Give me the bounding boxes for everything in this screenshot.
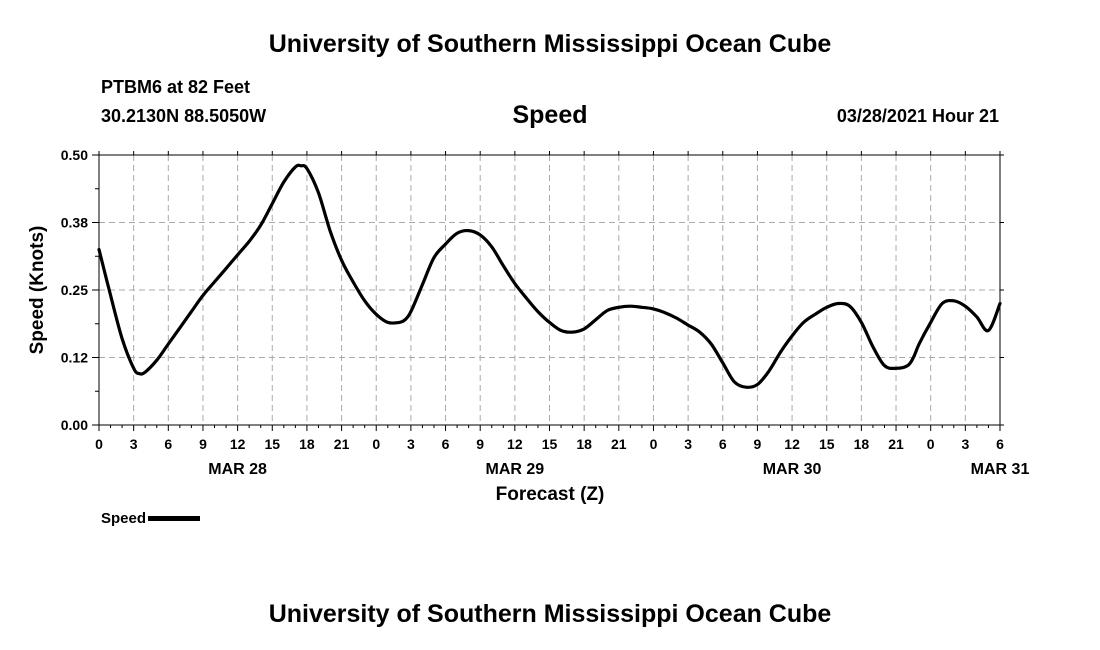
x-tick-label: 0 [95, 436, 103, 452]
x-tick-label: 9 [754, 436, 762, 452]
x-tick-label: 6 [164, 436, 172, 452]
legend-swatch [148, 516, 201, 522]
grid [99, 155, 1000, 425]
x-tick-label: 3 [407, 436, 415, 452]
x-tick-label: 6 [996, 436, 1004, 452]
x-tick-label: 21 [334, 436, 350, 452]
date-label: MAR 30 [763, 461, 822, 478]
x-tick-label: 12 [230, 436, 246, 452]
y-tick-label: 0.00 [61, 417, 88, 433]
y-tick-labels: 0.00 0.12 0.25 0.38 0.50 [61, 147, 88, 433]
station-label: PTBM6 at 82 Feet [101, 77, 251, 97]
x-tick-label: 21 [888, 436, 904, 452]
date-label: MAR 29 [486, 461, 545, 478]
x-tick-label: 12 [784, 436, 800, 452]
x-tick-label: 12 [507, 436, 523, 452]
y-tick-label: 0.25 [61, 282, 88, 298]
x-tick-label: 15 [819, 436, 835, 452]
x-tick-labels: 0 3 6 9 12 15 18 21 0 3 6 9 12 15 18 21 0 3 6 9 12 15 18 21 0 3 6 [95, 436, 1004, 452]
speed-series-line [97, 163, 1002, 389]
x-tick-label: 18 [576, 436, 592, 452]
x-tick-label: 15 [542, 436, 558, 452]
x-tick-label: 15 [264, 436, 280, 452]
y-axis-title: Speed (Knots) [27, 226, 48, 355]
x-axis-title: Forecast (Z) [496, 484, 605, 505]
footer-title: University of Southern Mississippi Ocean… [268, 600, 832, 628]
x-tick-label: 18 [854, 436, 870, 452]
x-tick-label: 18 [299, 436, 315, 452]
forecast-datetime: 03/28/2021 Hour 21 [836, 106, 999, 126]
date-labels: MAR 28 MAR 29 MAR 30 MAR 31 [208, 461, 1029, 478]
x-tick-label: 21 [611, 436, 627, 452]
y-tick-label: 0.50 [61, 147, 88, 163]
y-tick-label: 0.38 [61, 215, 88, 231]
date-label: MAR 31 [971, 461, 1030, 478]
date-label: MAR 28 [208, 461, 267, 478]
ticks [92, 151, 1004, 431]
x-tick-label: 9 [199, 436, 207, 452]
x-tick-label: 3 [130, 436, 138, 452]
legend: Speed [101, 510, 201, 530]
coordinates-label: 30.2130N 88.5050W [101, 106, 267, 126]
x-tick-label: 3 [961, 436, 969, 452]
x-tick-label: 0 [372, 436, 380, 452]
y-tick-label: 0.12 [61, 350, 88, 366]
page-title: University of Southern Mississippi Ocean… [268, 30, 832, 58]
x-tick-label: 0 [927, 436, 935, 452]
x-tick-label: 9 [476, 436, 484, 452]
x-tick-label: 0 [650, 436, 658, 452]
x-tick-label: 6 [442, 436, 450, 452]
x-tick-label: 3 [684, 436, 692, 452]
chart-title: Speed [512, 101, 588, 129]
x-tick-label: 6 [719, 436, 727, 452]
legend-label: Speed [101, 510, 147, 527]
